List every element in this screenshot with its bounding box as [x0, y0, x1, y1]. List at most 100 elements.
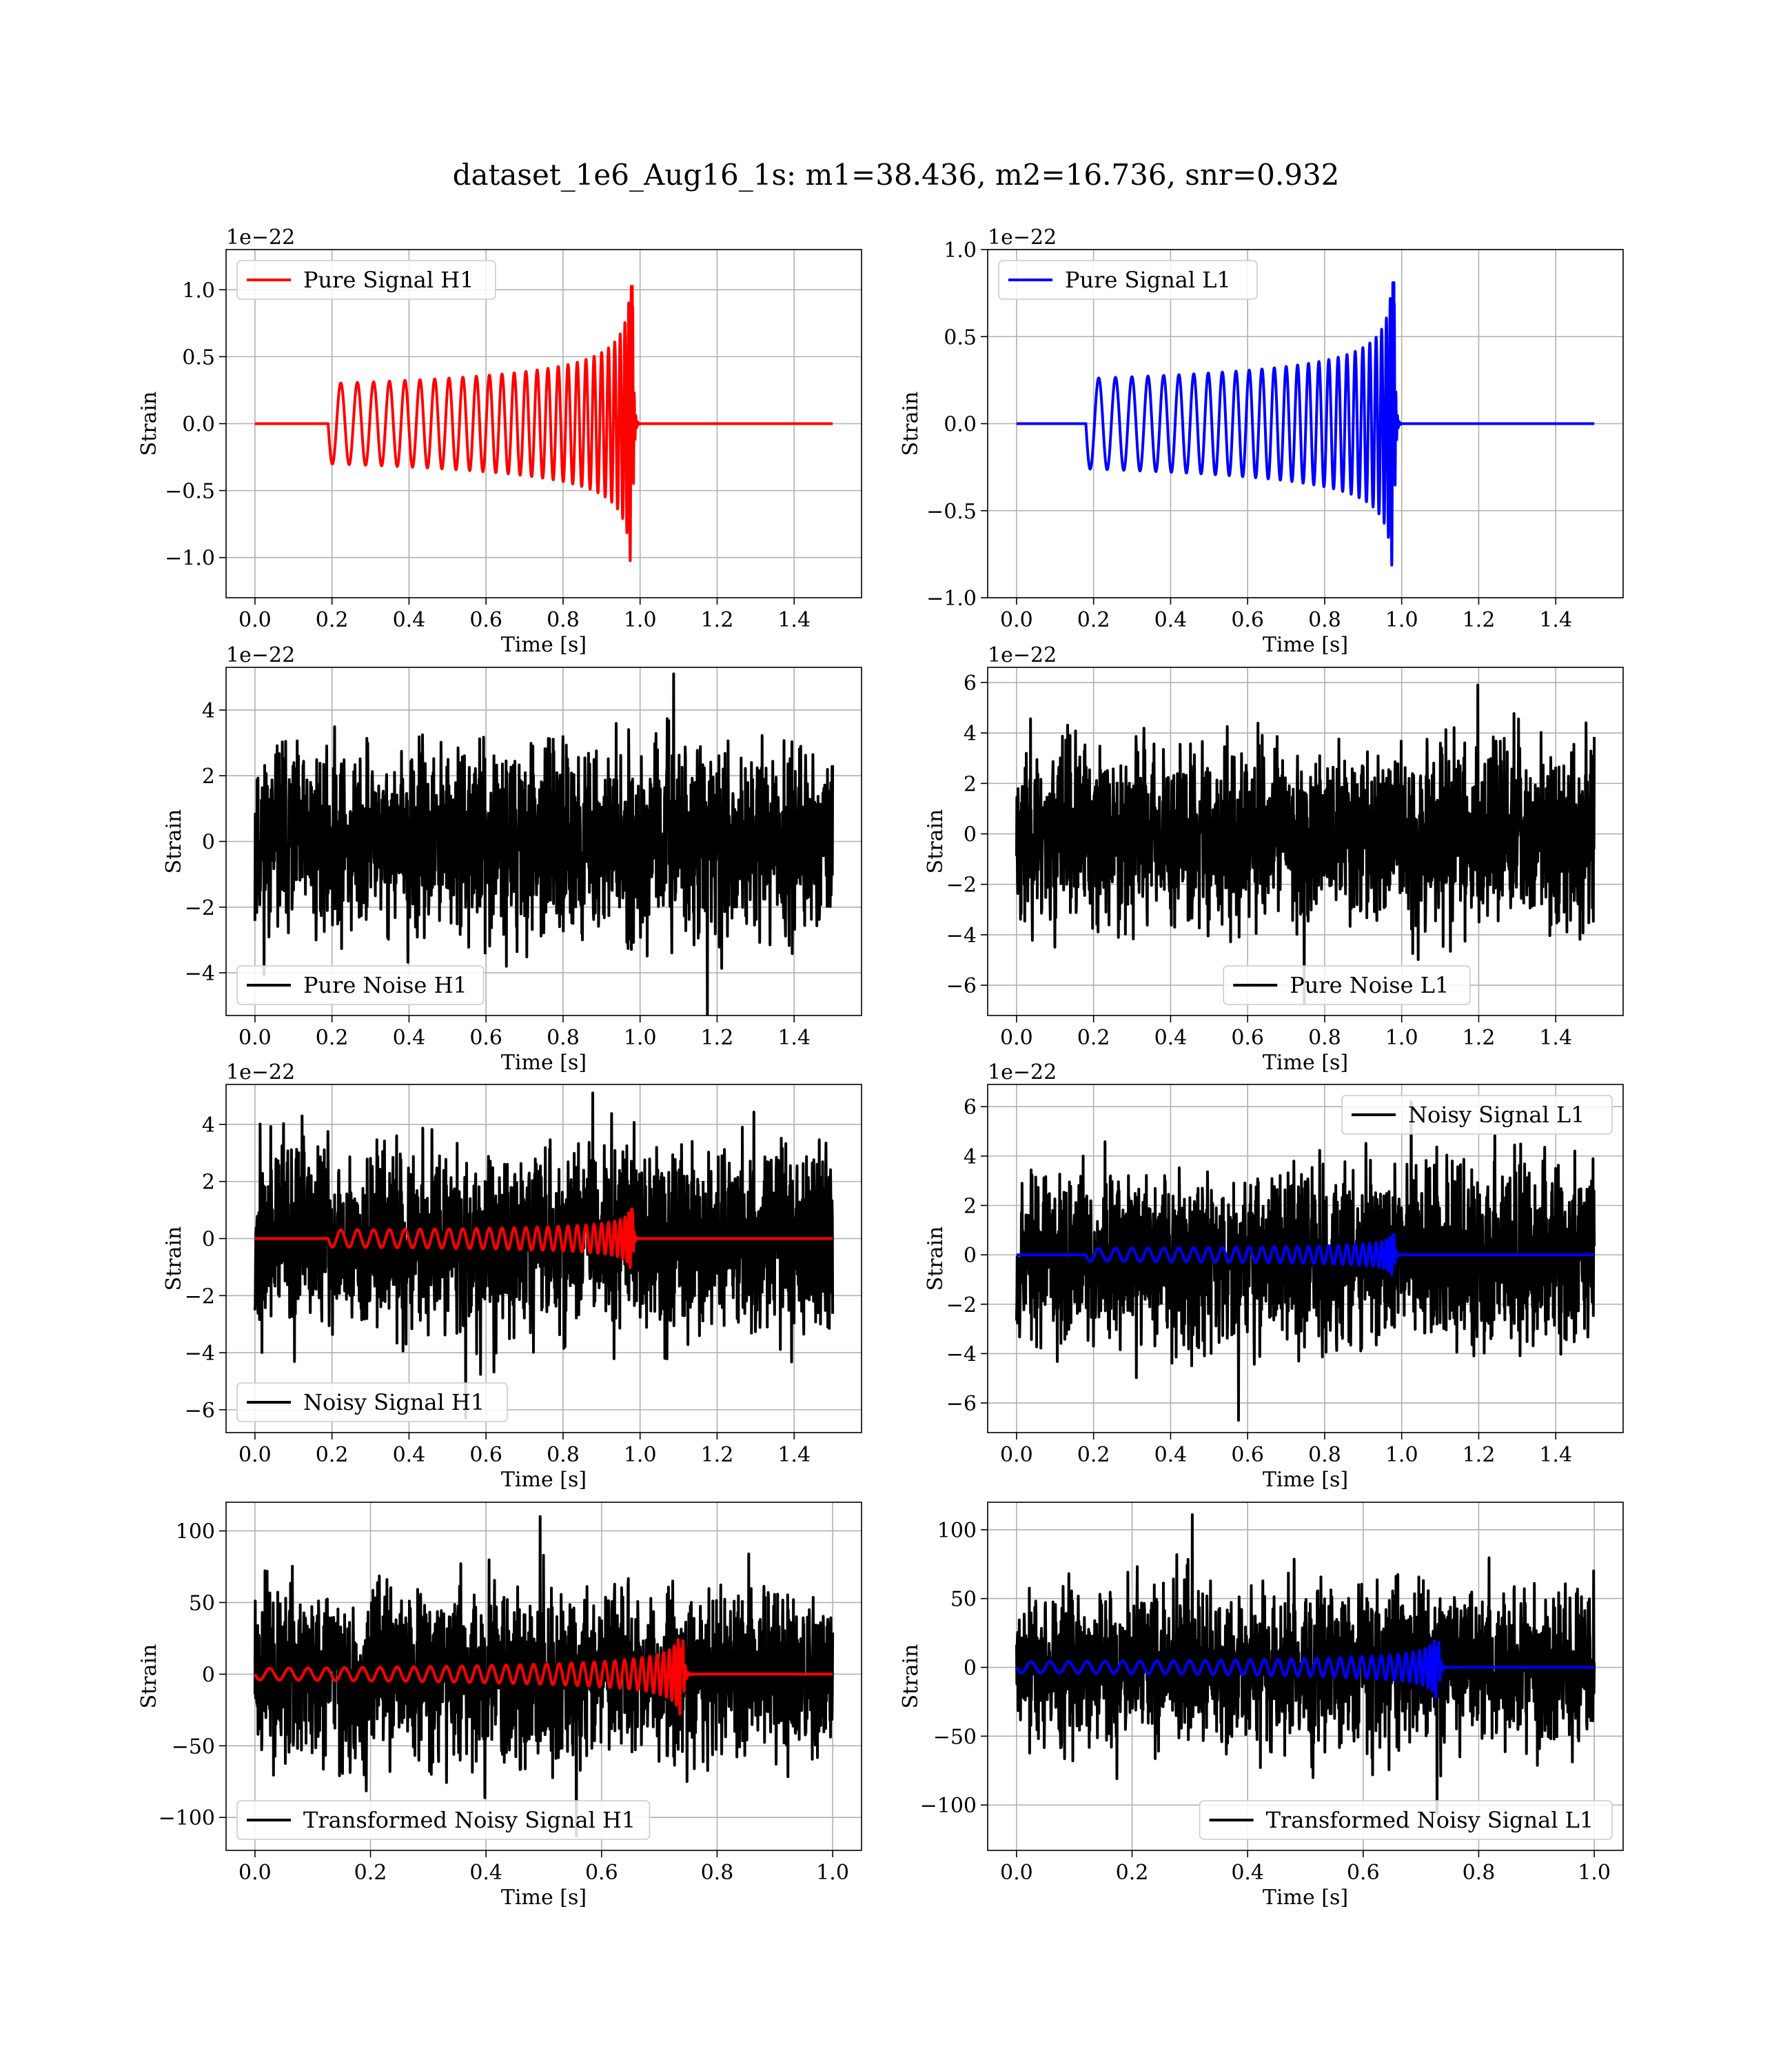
x-tick-label: 0.8 — [1463, 1861, 1496, 1885]
legend: Pure Signal H1 — [236, 260, 496, 300]
y-axis-label: Strain — [924, 1226, 948, 1291]
y-axis-label: Strain — [899, 392, 923, 456]
y-axis-label: Strain — [137, 392, 161, 456]
x-tick-label: 1.2 — [1463, 1443, 1496, 1467]
x-tick-label: 0.4 — [393, 608, 426, 632]
y-tick-label: −2 — [185, 1284, 215, 1309]
legend-label: Noisy Signal H1 — [303, 1389, 485, 1415]
noise-series-line — [1015, 683, 1596, 1004]
x-tick-label: 1.4 — [777, 608, 811, 632]
x-tick-label: 0.0 — [238, 1861, 272, 1885]
chart-panel-pure-signal-h1: 0.0 0.2 0.4 0.6 0.8 1.0 1.2 1.4 −1.0 −0.5 0.0 0.5 1.… — [137, 225, 862, 657]
y-tick-label: 0.0 — [944, 413, 977, 437]
y-tick-label: 6 — [964, 1095, 977, 1120]
x-tick-label: 0.0 — [1000, 1861, 1033, 1885]
x-tick-label: 1.0 — [1385, 1026, 1418, 1050]
x-tick-label: 0.8 — [1308, 1026, 1341, 1050]
y-tick-label: 0 — [964, 1657, 977, 1681]
x-axis-label: Time [s] — [1263, 633, 1348, 657]
y-tick-label: 2 — [964, 772, 977, 796]
x-tick-label: 0.8 — [547, 1443, 580, 1467]
legend-label: Pure Signal L1 — [1065, 267, 1231, 293]
axis-offset-text: 1e−22 — [226, 225, 295, 250]
legend-box — [1341, 1095, 1613, 1135]
y-tick-label: 0.0 — [182, 413, 215, 437]
y-axis-label: Strain — [162, 1226, 186, 1291]
x-tick-label: 0.2 — [1077, 1026, 1110, 1050]
noise-series-line — [253, 1515, 835, 1838]
x-axis-label: Time [s] — [501, 633, 587, 657]
y-tick-label: −0.5 — [926, 500, 977, 524]
axis-offset-text: 1e−22 — [226, 643, 295, 667]
y-tick-label: −4 — [946, 1342, 977, 1366]
y-tick-label: −4 — [185, 962, 215, 986]
x-tick-label: 1.2 — [1463, 1026, 1496, 1050]
x-axis-label: Time [s] — [1263, 1051, 1348, 1075]
chart-panel-pure-noise-h1: 0.0 0.2 0.4 0.6 0.8 1.0 1.2 1.4 −4 −2 0 2 4 Time [s] S… — [162, 643, 862, 1075]
x-tick-label: 0.2 — [316, 608, 349, 632]
x-tick-label: 0.6 — [1231, 608, 1264, 632]
y-tick-label: −4 — [185, 1342, 215, 1366]
x-tick-label: 1.2 — [701, 608, 734, 632]
chart-panel-noisy-signal-h1: 0.0 0.2 0.4 0.6 0.8 1.0 1.2 1.4 −6 −4 −2 0 2 4 Time [s… — [162, 1060, 862, 1492]
x-tick-label: 1.4 — [1539, 1026, 1572, 1050]
y-tick-label: −100 — [920, 1794, 977, 1818]
x-tick-label: 0.4 — [1154, 1026, 1188, 1050]
legend-box — [236, 260, 496, 300]
x-axis-label: Time [s] — [501, 1886, 587, 1910]
x-tick-label: 0.6 — [469, 1443, 502, 1467]
x-tick-label: 0.6 — [469, 608, 502, 632]
noise-series-line — [1015, 1513, 1596, 1815]
x-tick-label: 0.0 — [1000, 608, 1033, 632]
chart-panel-transformed-noisy-signal-l1: 0.0 0.2 0.4 0.6 0.8 1.0 −100 −50 0 50 100 Time [s] S… — [899, 1502, 1624, 1910]
noise-series-line — [1015, 1100, 1596, 1422]
x-tick-label: 0.0 — [1000, 1443, 1033, 1467]
noise-series-line — [253, 672, 835, 1016]
y-tick-label: 4 — [964, 1145, 977, 1169]
y-tick-label: −6 — [185, 1399, 215, 1423]
x-tick-label: 0.0 — [238, 608, 272, 632]
x-tick-label: 1.2 — [1463, 608, 1496, 632]
y-tick-label: 1.0 — [944, 239, 977, 263]
y-tick-label: 4 — [202, 699, 215, 723]
x-tick-label: 0.4 — [1154, 608, 1188, 632]
x-tick-label: 1.2 — [701, 1026, 734, 1050]
legend-box — [998, 260, 1258, 300]
legend: Pure Noise L1 — [1223, 965, 1471, 1005]
legend: Noisy Signal L1 — [1341, 1095, 1613, 1135]
x-tick-label: 0.8 — [547, 608, 580, 632]
chart-panel-noisy-signal-l1: 0.0 0.2 0.4 0.6 0.8 1.0 1.2 1.4 −6 −4 −2 0 2 4 6 Time [… — [924, 1060, 1624, 1492]
x-tick-label: 0.4 — [1154, 1443, 1188, 1467]
legend-label: Noisy Signal L1 — [1408, 1102, 1585, 1128]
x-tick-label: 1.4 — [1539, 608, 1572, 632]
y-tick-label: −0.5 — [165, 480, 215, 504]
x-tick-label: 1.0 — [1578, 1861, 1611, 1885]
y-axis-label: Strain — [137, 1644, 161, 1709]
axes-frame — [225, 1084, 862, 1433]
x-tick-label: 1.0 — [1385, 608, 1418, 632]
legend-label: Transformed Noisy Signal L1 — [1266, 1807, 1594, 1833]
y-axis-label: Strain — [899, 1644, 923, 1709]
signal-series-line — [1016, 281, 1595, 567]
x-tick-label: 0.6 — [1231, 1443, 1264, 1467]
y-tick-label: 100 — [176, 1520, 215, 1544]
y-tick-label: 2 — [964, 1194, 977, 1218]
chart-panel-pure-noise-l1: 0.0 0.2 0.4 0.6 0.8 1.0 1.2 1.4 −6 −4 −2 0 2 4 6 Time [… — [924, 643, 1624, 1075]
y-tick-label: 0 — [202, 831, 215, 855]
x-tick-label: 0.6 — [585, 1861, 618, 1885]
x-tick-label: 0.8 — [701, 1861, 734, 1885]
y-tick-label: −100 — [159, 1806, 215, 1830]
y-tick-label: 100 — [937, 1519, 977, 1543]
x-tick-label: 1.2 — [701, 1443, 734, 1467]
x-tick-label: 0.2 — [316, 1026, 349, 1050]
x-axis-label: Time [s] — [501, 1051, 587, 1075]
y-tick-label: 2 — [202, 1171, 215, 1195]
y-tick-label: 4 — [202, 1113, 215, 1138]
y-tick-label: 6 — [964, 671, 977, 696]
axis-offset-text: 1e−22 — [226, 1060, 295, 1084]
x-tick-label: 0.4 — [393, 1026, 426, 1050]
x-axis-label: Time [s] — [1263, 1886, 1348, 1910]
y-tick-label: −4 — [946, 924, 977, 948]
